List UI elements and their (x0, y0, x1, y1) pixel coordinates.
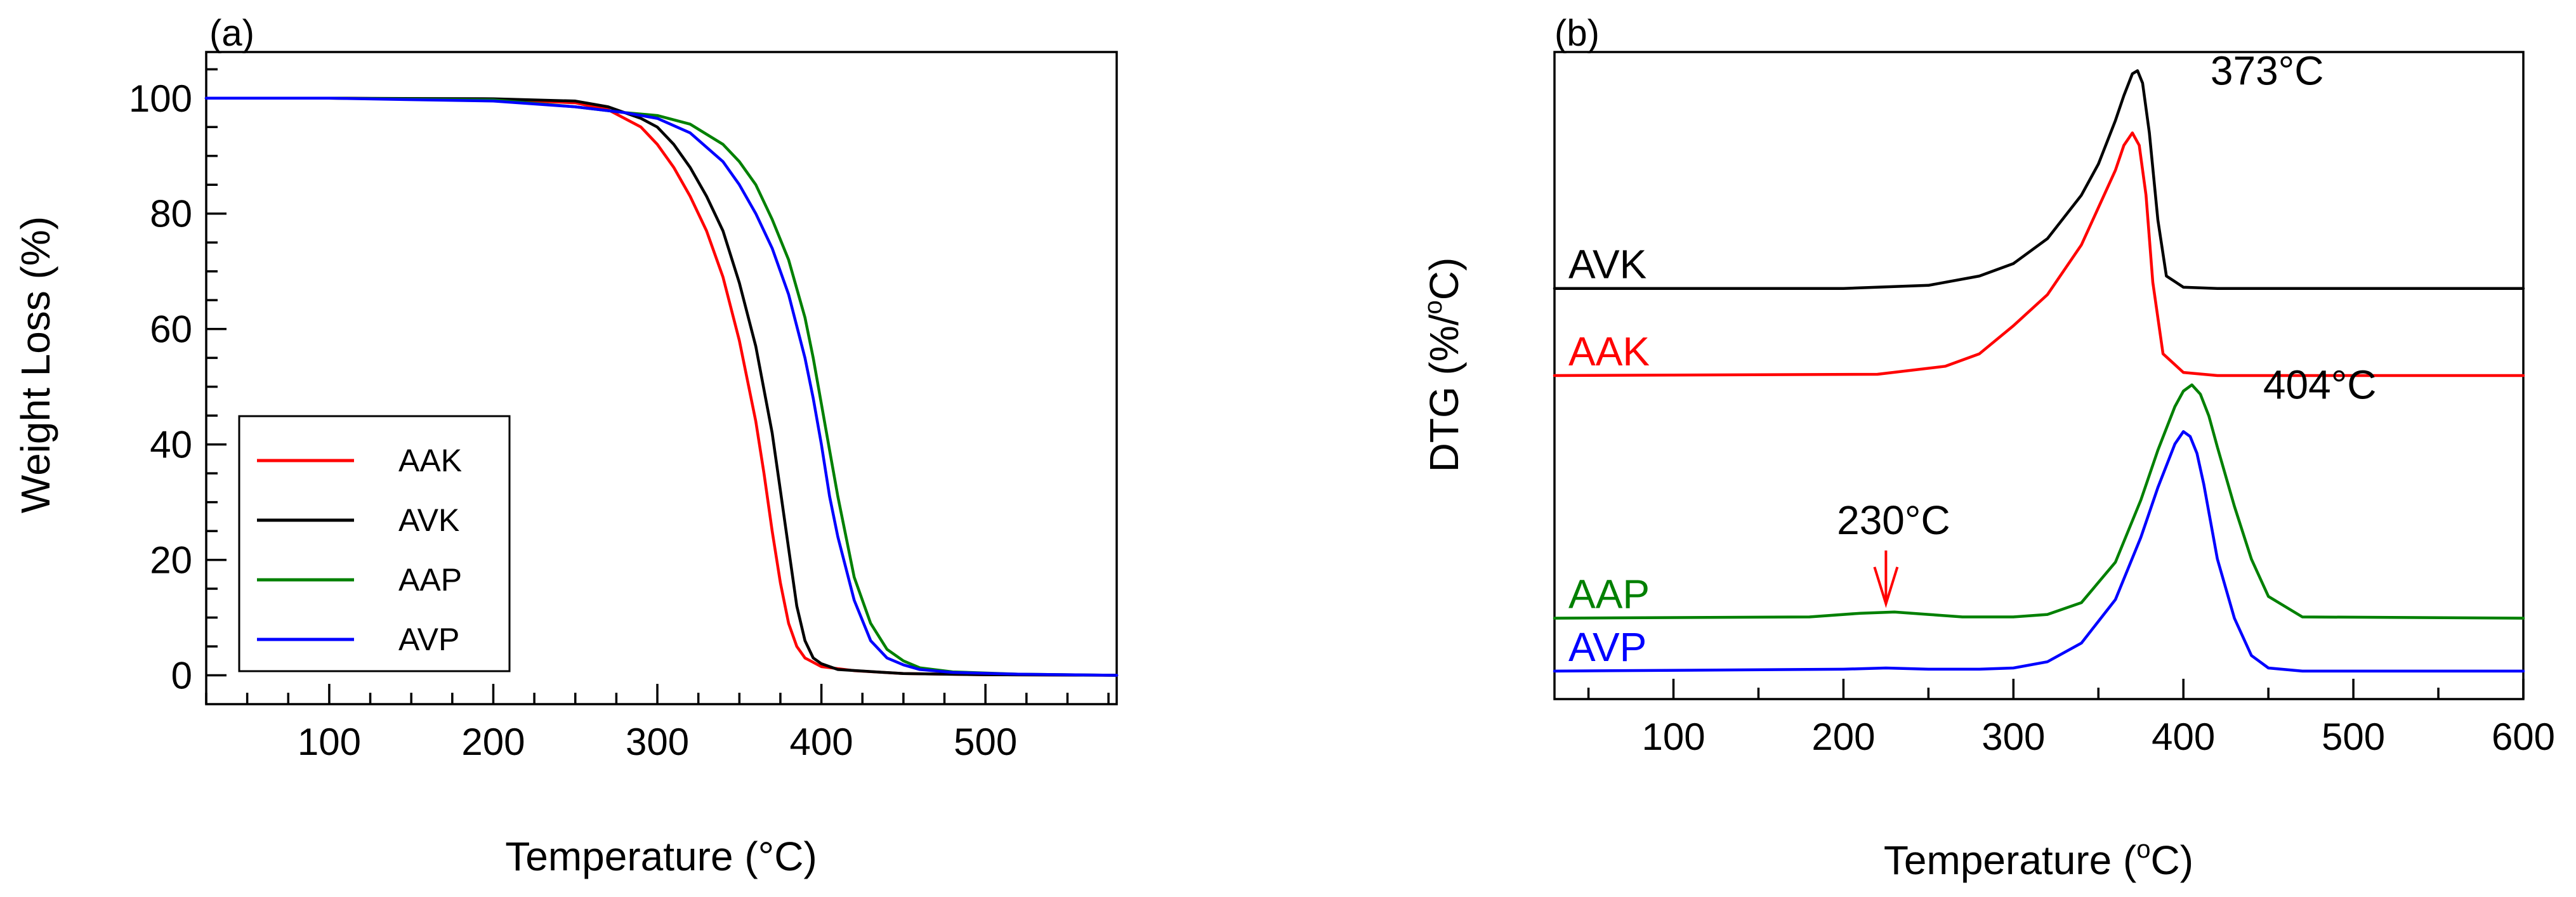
y-tick-label: 60 (150, 308, 192, 351)
series-aak-line (1553, 131, 2525, 377)
series-label-avp: AVP (1568, 624, 1646, 670)
panel-b-label: (b) (1554, 13, 1600, 54)
panel-b-x-axis-label-degree: o (2136, 835, 2150, 863)
panel-a-curves (204, 96, 1119, 677)
x-tick-label: 100 (1641, 716, 1705, 758)
panel-b-series-labels: AVK AAK AAP AVP (1568, 242, 1650, 670)
y-tick-label: 0 (171, 655, 192, 697)
y-tick-label: 40 (150, 424, 192, 466)
x-tick-label: 300 (1981, 716, 2045, 758)
panel-a-plot-frame (205, 51, 1118, 705)
series-avk-line (1553, 69, 2525, 290)
x-tick-label: 400 (2152, 716, 2215, 758)
panel-a-x-axis-label: Temperature (°C) (505, 834, 817, 879)
annotation-404c-label: 404°C (2263, 362, 2377, 408)
y-tick-label: 20 (150, 539, 192, 582)
panel-b-dtg-chart: (b) 100 200 300 400 500 600 AVK AAK AAP AVP 373°… (1419, 13, 2555, 883)
legend-label-avp: AVP (398, 622, 459, 657)
panel-b-ticks: 100 200 300 400 500 600 (1587, 679, 2555, 758)
legend-label-avk: AVK (398, 502, 459, 538)
series-aap-line (1553, 383, 2525, 620)
panel-b-x-axis-label-end: C) (2151, 837, 2194, 883)
x-tick-label: 600 (2492, 716, 2555, 758)
x-tick-label: 300 (626, 721, 689, 763)
panel-a-ticks: 100 200 300 400 500 0 20 40 60 80 100 (129, 68, 1110, 763)
panel-b-y-axis-label: DTG (%/oC) (1419, 258, 1467, 473)
x-tick-label: 400 (790, 721, 853, 763)
series-label-aap: AAP (1568, 572, 1650, 617)
series-avp-line (204, 96, 1119, 677)
series-aak-line (204, 96, 1119, 677)
panel-a-legend: AAK AVK AAP AVP (238, 415, 511, 672)
panel-b-y-axis-label-start: DTG (%/ (1421, 314, 1467, 472)
series-avk-line (204, 96, 1119, 677)
panel-b-x-axis-label: Temperature (oC) (1884, 835, 2193, 883)
panel-a-label: (a) (209, 13, 254, 54)
annotation-arrow-head (1873, 566, 1899, 608)
x-tick-label: 500 (954, 721, 1017, 763)
legend-frame (238, 415, 511, 672)
panel-b-x-axis-label-start: Temperature ( (1884, 837, 2136, 883)
panel-b-annotations: 373°C 404°C 230°C (1837, 48, 2377, 608)
x-tick-label: 200 (1811, 716, 1875, 758)
x-tick-label: 500 (2322, 716, 2385, 758)
x-tick-label: 200 (461, 721, 525, 763)
y-tick-label: 80 (150, 193, 192, 235)
panel-b-curves (1553, 69, 2525, 673)
panel-a-y-axis-label: Weight Loss (%) (13, 216, 58, 513)
panel-b-y-axis-label-end: C) (1421, 258, 1467, 301)
series-avp-line (1553, 430, 2525, 673)
series-label-aak: AAK (1568, 329, 1650, 374)
y-tick-label: 100 (129, 77, 192, 120)
annotation-373c-label: 373°C (2211, 48, 2324, 93)
series-label-avk: AVK (1568, 242, 1646, 287)
legend-label-aap: AAP (398, 562, 462, 598)
x-tick-label: 100 (298, 721, 361, 763)
panel-b-y-axis-label-degree: o (1419, 300, 1447, 314)
legend-label-aak: AAK (398, 443, 462, 478)
annotation-230c-label: 230°C (1837, 497, 1950, 543)
